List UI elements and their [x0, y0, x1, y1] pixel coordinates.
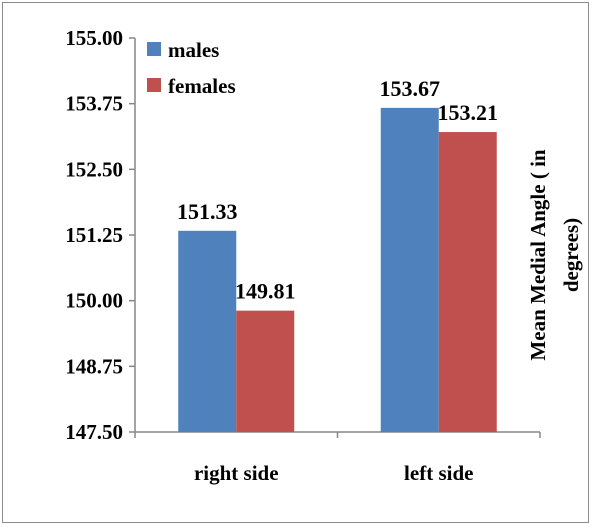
legend-label-males: males	[168, 38, 219, 62]
bar-males-right-side	[178, 230, 237, 432]
legend-swatch-females	[147, 78, 161, 92]
y-tick-label: 148.75	[65, 354, 123, 378]
bar-females-right-side	[236, 310, 295, 432]
legend: males females	[147, 38, 236, 98]
bars	[178, 107, 497, 433]
y-tick-label: 155.00	[65, 26, 123, 50]
legend-label-females: females	[168, 74, 236, 98]
data-label: 149.81	[235, 279, 296, 304]
data-label: 153.67	[380, 76, 441, 101]
y-tick-label: 147.50	[65, 420, 123, 444]
y-tick-label: 151.25	[65, 223, 123, 247]
bar-males-left-side	[380, 107, 439, 433]
y-tick-label: 152.50	[65, 157, 123, 181]
bar-females-left-side	[438, 132, 497, 432]
y-tick-label: 150.00	[65, 289, 123, 313]
y-axis-title-line-2: degrees)	[559, 218, 583, 292]
x-category-label: left side	[404, 461, 473, 485]
x-category-label: right side	[194, 461, 279, 485]
data-label: 151.33	[177, 199, 238, 224]
legend-swatch-males	[147, 42, 161, 56]
data-label: 153.21	[438, 100, 499, 125]
y-tick-label: 153.75	[65, 92, 123, 116]
axes: 147.50 148.75 150.00 151.25 152.50 153.75 155.…	[65, 26, 541, 485]
y-axis-title-line-1: Mean Medial Angle ( in	[526, 149, 550, 360]
